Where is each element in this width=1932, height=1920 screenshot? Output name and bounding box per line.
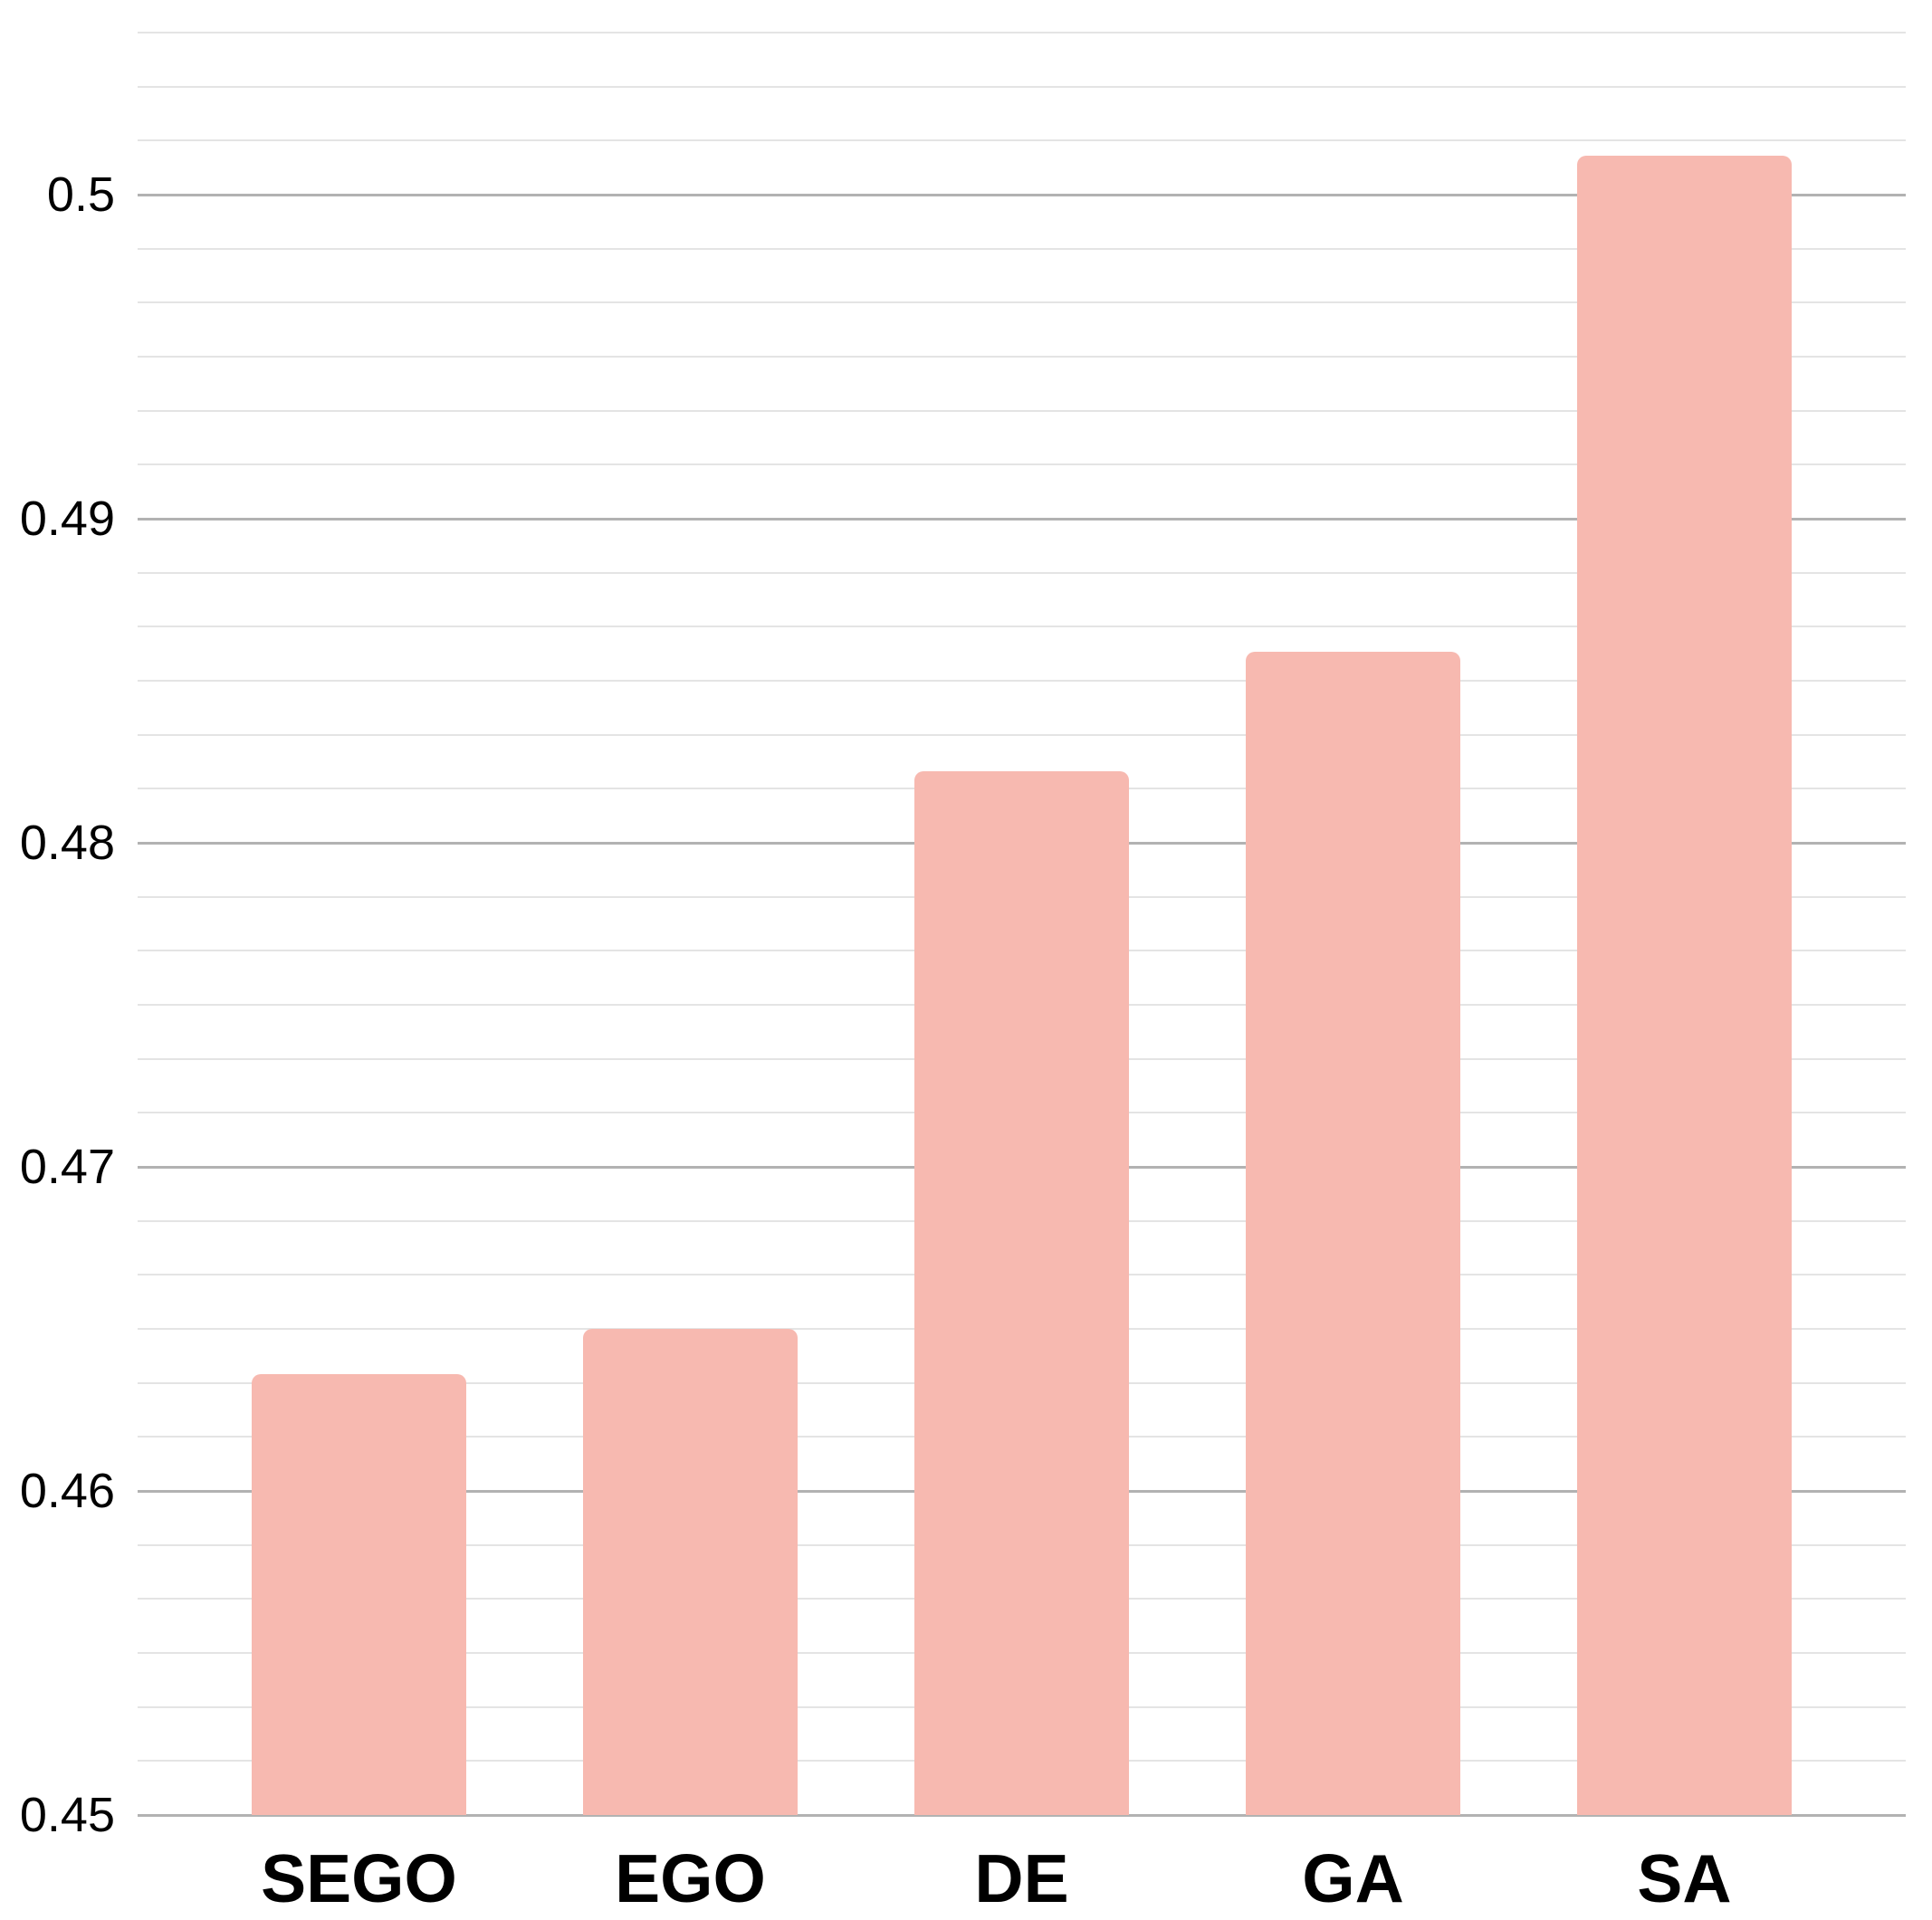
x-axis-label-ga: GA [1302, 1840, 1404, 1916]
major-gridline [138, 193, 1906, 196]
x-axis-label-ego: EGO [615, 1840, 766, 1916]
y-axis-tick-label: 0.5 [46, 167, 115, 222]
y-axis-tick-label: 0.47 [19, 1140, 115, 1194]
minor-gridline [138, 571, 1906, 574]
minor-gridline [138, 247, 1906, 250]
bar-sego [252, 1374, 466, 1815]
minor-gridline [138, 356, 1906, 358]
y-axis-tick-label: 0.49 [19, 492, 115, 546]
minor-gridline [138, 139, 1906, 142]
x-axis-label-sa: SA [1637, 1840, 1732, 1916]
minor-gridline [138, 32, 1906, 33]
major-gridline [138, 517, 1906, 521]
minor-gridline [138, 301, 1906, 304]
minor-gridline [138, 733, 1906, 736]
minor-gridline [138, 463, 1906, 466]
y-axis-tick-label: 0.48 [19, 816, 115, 870]
x-axis-label-de: DE [974, 1840, 1069, 1916]
major-gridline [138, 1813, 1906, 1817]
minor-gridline [138, 626, 1906, 628]
y-axis-tick-label: 0.45 [19, 1788, 115, 1842]
x-axis-label-sego: SEGO [261, 1840, 457, 1916]
bar-ego [583, 1329, 798, 1815]
bar-ga [1246, 651, 1460, 1815]
minor-gridline [138, 85, 1906, 88]
minor-gridline [138, 680, 1906, 682]
minor-gridline [138, 409, 1906, 412]
bar-de [914, 771, 1129, 1815]
y-axis-tick-label: 0.46 [19, 1464, 115, 1518]
bar-sa [1577, 156, 1792, 1815]
